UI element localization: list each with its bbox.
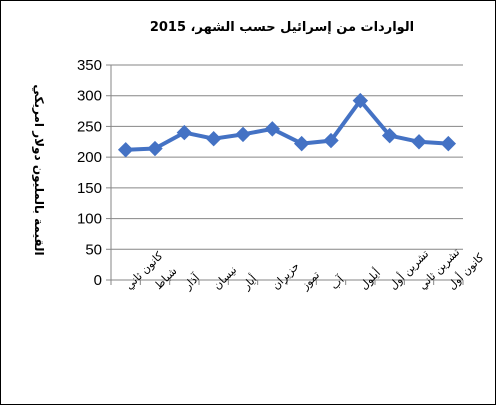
data-point-marker — [323, 132, 339, 149]
x-tick-label: أيلول — [357, 266, 383, 292]
series-line-path — [125, 98, 449, 152]
series-line — [125, 98, 449, 152]
axes — [106, 64, 464, 285]
chart-title: الواردات من إسرائيل حسب الشهر، 2015 — [150, 20, 414, 35]
y-tick-labels: 0 50 100 150 200 250 300 350 — [77, 57, 102, 289]
x-tick-label: تموز — [298, 268, 322, 292]
y-tick-label: 100 — [77, 211, 102, 228]
data-point-marker — [235, 126, 251, 143]
x-tick-label: أيار — [239, 272, 260, 293]
x-tick-label: شباط — [152, 264, 180, 292]
y-tick-label: 350 — [77, 57, 102, 74]
series-markers — [117, 92, 457, 158]
data-point-marker — [147, 140, 163, 157]
gridlines — [111, 64, 463, 250]
y-tick-label: 150 — [77, 180, 102, 197]
data-point-marker — [264, 121, 281, 137]
y-tick-label: 300 — [77, 88, 102, 105]
y-tick-label: 0 — [94, 272, 102, 289]
y-tick-label: 50 — [85, 241, 102, 258]
y-tick-label: 250 — [77, 118, 102, 135]
x-tick-label: نيسان — [211, 263, 240, 292]
x-tick-label: حزيران — [269, 259, 302, 292]
data-point-marker — [117, 142, 134, 158]
y-axis-label: القيمة بالمليون دولار امريكي — [31, 84, 46, 255]
x-tick-label: آب — [327, 272, 347, 292]
data-point-marker — [381, 127, 398, 144]
y-tick-label: 200 — [77, 149, 102, 166]
data-point-marker — [411, 134, 427, 150]
data-point-marker — [205, 131, 222, 147]
data-point-marker — [440, 135, 457, 152]
data-point-marker — [293, 135, 310, 152]
x-tick-label: آذار — [180, 270, 203, 293]
data-point-marker — [352, 92, 369, 109]
data-point-marker — [176, 124, 193, 141]
